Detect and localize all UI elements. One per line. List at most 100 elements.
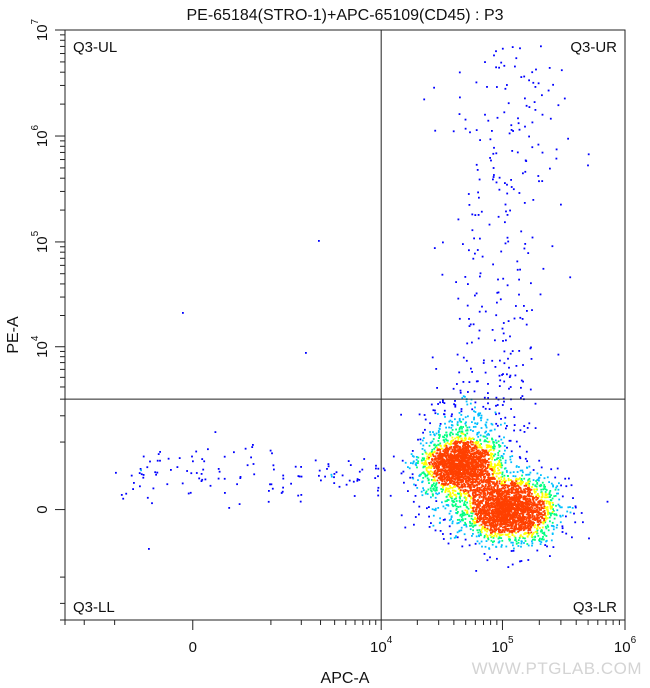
event-dot	[491, 480, 493, 483]
event-dot	[537, 523, 539, 526]
event-dot	[545, 496, 547, 499]
event-dot	[434, 529, 437, 532]
event-dot	[523, 508, 525, 511]
event-dot	[501, 492, 504, 495]
event-dot	[474, 495, 477, 498]
event-dot	[490, 504, 493, 507]
event-dot	[511, 46, 514, 48]
event-dot	[532, 199, 535, 201]
event-dot	[460, 493, 463, 495]
event-dot	[529, 500, 532, 503]
event-dot	[437, 470, 440, 473]
event-dot	[497, 513, 500, 515]
event-dot	[494, 522, 497, 525]
event-dot	[433, 482, 435, 485]
event-dot	[435, 462, 438, 465]
event-dot	[520, 478, 523, 480]
event-dot	[446, 434, 448, 436]
event-dot	[482, 455, 485, 458]
event-dot	[522, 471, 524, 474]
event-dot	[547, 529, 550, 532]
event-dot	[483, 486, 486, 489]
event-dot	[330, 475, 333, 478]
event-dot	[435, 465, 438, 468]
event-dot	[451, 463, 453, 466]
event-dot	[464, 276, 467, 278]
event-dot	[480, 500, 483, 502]
event-dot	[474, 503, 477, 506]
event-dot	[496, 496, 498, 499]
event-dot	[541, 481, 544, 484]
event-dot	[443, 475, 446, 478]
event-dot	[417, 462, 419, 464]
event-dot	[484, 497, 487, 499]
event-dot	[552, 546, 555, 548]
event-dot	[455, 442, 458, 445]
event-dot	[507, 496, 510, 498]
event-dot	[521, 523, 524, 526]
event-dot	[446, 477, 449, 480]
event-dot	[488, 513, 490, 516]
event-dot	[475, 508, 478, 511]
event-dot	[484, 509, 486, 511]
event-dot	[494, 484, 496, 487]
event-dot	[498, 536, 501, 539]
event-dot	[532, 531, 535, 534]
event-dot	[469, 454, 472, 457]
event-dot	[455, 465, 458, 467]
event-dot	[468, 468, 470, 470]
event-dot	[471, 479, 474, 482]
event-dot	[464, 441, 467, 444]
event-dot	[453, 447, 456, 450]
event-dot	[486, 467, 489, 470]
event-dot	[534, 484, 537, 487]
event-dot	[333, 482, 336, 484]
event-dot	[479, 504, 481, 507]
event-dot	[491, 359, 494, 362]
event-dot	[572, 497, 574, 499]
event-dot	[501, 533, 504, 536]
event-dot	[485, 540, 488, 542]
event-dot	[534, 518, 537, 521]
event-dot	[133, 482, 135, 484]
event-dot	[462, 243, 464, 245]
event-dot	[467, 482, 470, 485]
event-dot	[478, 453, 480, 456]
event-dot	[514, 485, 517, 488]
event-dot	[480, 427, 483, 429]
event-dot	[473, 481, 475, 483]
event-dot	[451, 466, 453, 468]
event-dot	[462, 514, 465, 517]
event-dot	[455, 281, 457, 283]
event-dot	[490, 422, 493, 425]
event-dot	[428, 515, 430, 518]
event-dot	[529, 503, 531, 506]
event-dot	[486, 444, 489, 447]
event-dot	[530, 535, 533, 538]
event-dot	[483, 506, 486, 509]
event-dot	[422, 431, 424, 434]
event-dot	[432, 494, 434, 497]
event-dot	[463, 455, 466, 457]
event-dot	[511, 496, 513, 499]
event-dot	[495, 535, 498, 538]
event-dot	[375, 467, 377, 470]
event-dot	[497, 488, 499, 491]
event-dot	[516, 508, 519, 511]
event-dot	[462, 444, 465, 447]
event-dot	[493, 468, 496, 471]
event-dot	[452, 489, 455, 492]
event-dot	[273, 468, 275, 471]
event-dot	[473, 498, 476, 501]
event-dot	[433, 467, 436, 469]
event-dot	[488, 485, 490, 488]
event-dot	[528, 497, 530, 500]
event-dot	[485, 533, 487, 536]
event-dot	[476, 480, 479, 483]
event-dot	[539, 504, 542, 507]
event-dot	[480, 486, 483, 489]
event-dot	[466, 506, 469, 509]
event-dot	[506, 521, 509, 524]
event-dot	[445, 444, 448, 447]
event-dot	[515, 478, 517, 481]
